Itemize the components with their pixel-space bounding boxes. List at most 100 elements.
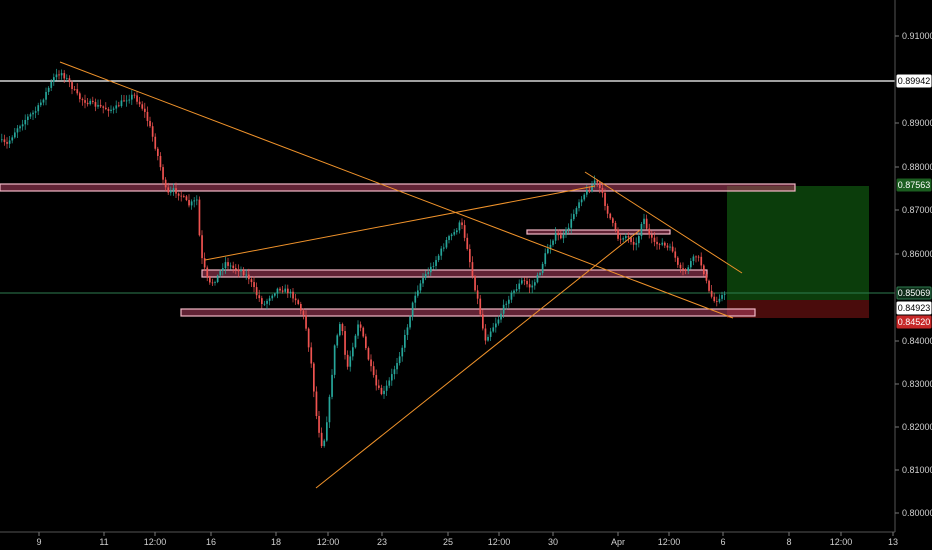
candle-body — [227, 262, 229, 266]
candle-body — [55, 74, 58, 78]
candle-body — [401, 347, 404, 357]
candle-body — [66, 78, 68, 80]
candle-body — [664, 242, 666, 246]
candle-body — [500, 313, 502, 320]
candle-body — [73, 89, 76, 90]
y-tick-label: 0.81000 — [902, 465, 932, 475]
candle-body — [586, 190, 588, 195]
candle-body — [118, 105, 120, 107]
candle-body — [396, 363, 398, 370]
candle-body — [68, 78, 71, 83]
candle-body — [307, 328, 310, 348]
price-badge-label: 0.87563 — [898, 180, 931, 190]
candle-body — [16, 128, 19, 133]
y-tick-label: 0.88000 — [902, 162, 932, 172]
candle-body — [417, 290, 419, 296]
x-tick-label: 25 — [443, 537, 453, 547]
candle-body — [320, 432, 323, 447]
price-badge-087563: 0.87563 — [896, 178, 932, 192]
candle-body — [310, 347, 313, 364]
candle-body — [331, 374, 333, 397]
candle-body — [653, 237, 656, 242]
candle-body — [476, 290, 479, 299]
candle-body — [76, 89, 79, 94]
candle-body — [40, 102, 42, 106]
x-tick-label: 13 — [888, 537, 898, 547]
candle-body — [531, 285, 534, 288]
candle-body — [666, 245, 669, 248]
candle-body — [300, 303, 302, 311]
candle-body — [461, 222, 463, 226]
x-tick-label: 23 — [377, 537, 387, 547]
candle-body — [3, 139, 6, 143]
candle-body — [456, 230, 458, 233]
candle-body — [240, 269, 242, 272]
candle-body — [289, 291, 292, 294]
candle-body — [149, 120, 151, 127]
candle-body — [292, 291, 294, 299]
trendline-rising-lower[interactable] — [315, 229, 641, 489]
candle-body — [612, 218, 614, 223]
y-tick-label: 0.80000 — [902, 508, 932, 518]
candle-body — [370, 359, 372, 367]
trendline-descending-main[interactable] — [59, 61, 734, 319]
candle-body — [718, 298, 721, 302]
candle-body — [487, 336, 489, 341]
candle-body — [21, 124, 24, 127]
candle-body — [708, 280, 710, 291]
candle-body — [268, 298, 271, 301]
trendline-wedge-top[interactable] — [584, 171, 743, 274]
support-zone-lower[interactable] — [180, 308, 756, 317]
candle-body — [383, 390, 385, 395]
resistance-zone-upper[interactable] — [0, 183, 796, 192]
resistance-zone-right[interactable] — [526, 229, 671, 235]
candle-body — [47, 87, 50, 92]
candle-body — [271, 295, 274, 299]
candle-body — [214, 282, 216, 283]
candle-body — [14, 132, 16, 138]
candle-body — [658, 244, 661, 245]
trendline-rising-upper[interactable] — [204, 185, 596, 261]
candle-body — [248, 274, 250, 280]
candle-body — [554, 232, 557, 241]
candle-body — [196, 199, 198, 201]
candle-body — [242, 269, 245, 276]
candle-body — [580, 199, 583, 203]
candle-body — [510, 292, 513, 300]
candle-body — [697, 256, 700, 258]
candle-body — [32, 112, 34, 115]
candle-body — [515, 289, 518, 291]
candle-body — [562, 234, 565, 239]
candle-body — [482, 314, 484, 329]
candle-body — [643, 218, 645, 224]
candle-body — [315, 391, 318, 417]
candle-body — [593, 180, 596, 185]
candle-body — [19, 126, 21, 129]
candle-body — [645, 218, 648, 229]
y-tick-label: 0.86000 — [902, 249, 932, 259]
candle-body — [450, 234, 453, 237]
candle-body — [222, 268, 224, 271]
candle-body — [638, 236, 640, 244]
candle-body — [1, 139, 3, 141]
candle-body — [211, 282, 214, 284]
candle-body — [409, 316, 411, 328]
candle-body — [180, 195, 183, 197]
candle-body — [354, 335, 357, 348]
candle-body — [695, 256, 697, 258]
candle-body — [536, 275, 539, 283]
candle-body — [440, 248, 443, 256]
candle-body — [110, 109, 112, 111]
candle-body — [37, 105, 40, 112]
candle-body — [713, 296, 716, 302]
candle-body — [123, 100, 125, 102]
candle-body — [294, 298, 297, 301]
middle-zone[interactable] — [201, 269, 708, 278]
x-tick-label: 12:00 — [317, 537, 340, 547]
y-tick-label: 0.84000 — [902, 336, 932, 346]
candle-body — [622, 238, 625, 240]
candle-body — [141, 104, 144, 109]
candle-body — [352, 347, 354, 357]
candle-body — [45, 91, 47, 100]
